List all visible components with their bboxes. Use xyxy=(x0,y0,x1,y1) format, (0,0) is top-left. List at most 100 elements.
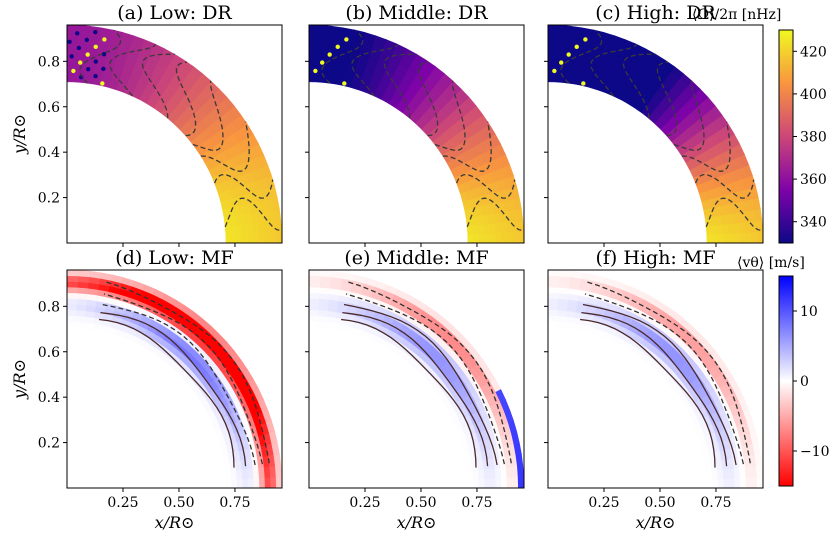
heatmap-cell xyxy=(467,233,474,243)
heatmap-cell xyxy=(751,231,758,243)
heatmap-cell xyxy=(253,232,260,243)
contour-line xyxy=(100,311,247,467)
pole-noise xyxy=(101,66,106,72)
heatmap-cell xyxy=(517,231,524,243)
heatmap-cell xyxy=(706,478,713,488)
heatmap-cell xyxy=(264,476,272,488)
heatmap-cell xyxy=(67,25,79,32)
heatmap-cell xyxy=(512,476,519,488)
heatmap-cell xyxy=(472,224,480,235)
heatmap-cell xyxy=(309,58,319,66)
heatmap-cell xyxy=(506,231,514,243)
colorbar-label: ⟨Ω⟩/2π [nHz] xyxy=(692,7,781,23)
panel-title: (d) Low: MF xyxy=(115,247,233,269)
panel-title: (b) Middle: DR xyxy=(345,2,488,24)
y-tick-label: 0.6 xyxy=(38,345,60,361)
colorbar-tick-label: 400 xyxy=(800,87,827,103)
contour-line xyxy=(351,44,399,97)
heatmap-cell xyxy=(712,478,719,488)
x-axis-label: x/R⊙ xyxy=(636,513,676,532)
heatmap-cell xyxy=(236,233,244,243)
pole-noise xyxy=(85,67,91,72)
heatmap-cell xyxy=(516,464,524,478)
heatmap-cell xyxy=(224,470,232,480)
contour-line xyxy=(109,44,157,97)
pole-noise xyxy=(581,81,586,86)
heatmap-cell xyxy=(506,476,514,488)
panel-title: (a) Low: DR xyxy=(117,2,232,24)
pole-noise xyxy=(100,81,105,86)
contour-line xyxy=(224,197,282,231)
heatmap-cell xyxy=(74,320,85,329)
pole-noise xyxy=(84,37,90,43)
pole-noise xyxy=(548,39,553,44)
heatmap-cell xyxy=(548,281,560,288)
contour-line xyxy=(99,318,235,468)
heatmap-cell xyxy=(728,222,736,234)
contour-line xyxy=(705,197,763,231)
pole-noise xyxy=(582,51,588,57)
panel-dr-low: (a) Low: DR 0.2 0.4 0.6 0.8 y/R⊙ xyxy=(10,2,283,247)
x-tick-label: 0.25 xyxy=(107,495,138,511)
panel-title: (c) High: DR xyxy=(595,2,716,24)
colorbar-tick-label: 360 xyxy=(800,172,827,188)
pole-noise xyxy=(311,54,316,59)
heatmap-cell xyxy=(75,309,86,317)
contour-line xyxy=(175,61,197,137)
pole-noise xyxy=(335,59,341,64)
contour-line xyxy=(695,173,755,199)
x-axis-label: x/R⊙ xyxy=(155,513,195,532)
heatmap-cell xyxy=(489,477,497,488)
heatmap-cell xyxy=(75,315,86,323)
contour-line xyxy=(342,311,489,467)
heatmap-cell xyxy=(309,75,318,83)
heatmap-cell xyxy=(473,233,480,243)
heatmap-cell xyxy=(319,25,332,33)
x-tick-label: 0.25 xyxy=(349,495,380,511)
heatmap-cell xyxy=(253,477,260,488)
axes-frame xyxy=(66,24,283,244)
pole-noise xyxy=(559,60,564,65)
heatmap-cell xyxy=(225,233,232,243)
heatmap-cell xyxy=(489,222,497,234)
contour-line xyxy=(214,173,274,199)
heatmap-cell xyxy=(556,315,567,323)
contour-line xyxy=(673,80,705,151)
heatmap-cell xyxy=(472,469,480,480)
contour-line xyxy=(321,29,364,84)
heatmap-cell xyxy=(745,231,753,243)
y-tick-label: 0.8 xyxy=(38,54,60,70)
heatmap-cell xyxy=(712,233,719,243)
x-tick-label: 0.50 xyxy=(405,495,436,511)
y-tick-label: 0.2 xyxy=(38,191,60,207)
heatmap-cell xyxy=(309,270,321,277)
panel-dr-middle: (b) Middle: DR xyxy=(305,2,525,247)
pole-noise xyxy=(574,73,579,79)
pole-noise xyxy=(327,52,332,57)
contour-line xyxy=(466,197,524,231)
heatmap-cell xyxy=(478,478,486,488)
heatmap-cell xyxy=(309,298,320,305)
pole-noise xyxy=(75,31,80,36)
heatmap-cell xyxy=(711,469,719,480)
heatmap-cell xyxy=(67,58,77,66)
pole-noise xyxy=(309,39,314,44)
heatmap-cell xyxy=(309,275,321,282)
heatmap-cell xyxy=(556,309,567,317)
pole-noise xyxy=(566,67,572,72)
heatmap-cell xyxy=(734,477,741,488)
heatmap-cell xyxy=(319,270,332,278)
heatmap-cell xyxy=(67,47,78,54)
heatmap-cell xyxy=(705,225,713,235)
panel-mf-low: (d) Low: MF 0.2 0.4 0.6 0.8 0.25 0.50 0.75 y/R⊙ x… xyxy=(10,247,283,532)
heatmap-cell xyxy=(309,25,321,32)
axes-frame xyxy=(66,269,283,489)
heatmap-cell xyxy=(317,315,328,323)
heatmap-cell xyxy=(495,477,502,488)
pole-noise xyxy=(69,54,74,59)
heatmap-cell xyxy=(67,275,79,282)
contour-line xyxy=(442,121,492,172)
x-axis-label: x/R⊙ xyxy=(397,513,437,532)
heatmap-cell xyxy=(756,476,763,488)
heatmap-cell xyxy=(478,233,486,243)
